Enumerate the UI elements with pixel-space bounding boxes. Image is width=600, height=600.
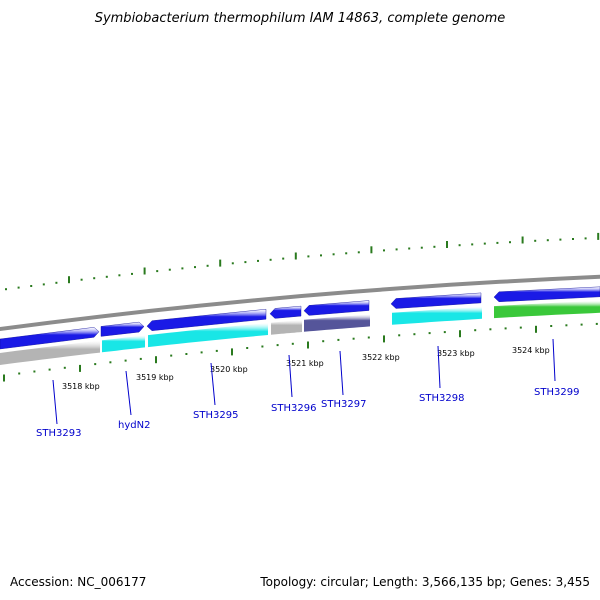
kbp-scale-label: 3523 kbp [437,349,475,358]
gene-label-hydn2[interactable]: hydN2 [118,420,150,431]
forward-gene-track [0,286,600,350]
gene-leader-line [552,338,556,382]
gene-leader-line [288,354,293,398]
forward-gene-arrow-2 [100,321,145,337]
kbp-scale-label: 3522 kbp [362,353,400,362]
reverse-gene-green-7 [494,300,600,319]
gene-labels: STH3293 hydN2 STH3295 STH3296 STH3297 STH3298… [36,338,579,439]
gene-leader-line [437,345,441,389]
kbp-scale-label: 3519 kbp [136,373,174,382]
reverse-gene-cyan-2 [102,335,145,353]
reverse-gene-purple-5 [304,314,370,332]
reverse-gene-cyan-3 [148,323,268,348]
kbp-scale-label: 3520 kbp [210,365,248,374]
gene-leader-line [52,379,58,425]
gene-label-sth3296[interactable]: STH3296 [271,403,316,414]
forward-gene-arrow-1 [0,327,100,350]
outer-tick-track [5,232,600,291]
inner-tick-track [3,322,598,382]
gene-leader-line [125,370,132,416]
forward-gene-arrow-5 [303,300,370,316]
genome-backbone-line [0,274,600,331]
genome-backbone [0,274,600,331]
forward-gene-arrow-7 [493,286,600,303]
accession-label: Accession: NC_006177 [10,575,146,589]
gene-label-sth3297[interactable]: STH3297 [321,399,366,410]
reverse-gene-track [0,300,600,365]
gene-leader-line [339,350,344,396]
genome-info-label: Topology: circular; Length: 3,566,135 bp… [259,575,590,589]
gene-label-sth3299[interactable]: STH3299 [534,387,579,398]
gene-label-sth3295[interactable]: STH3295 [193,410,238,421]
kbp-scale-label: 3524 kbp [512,346,550,355]
gene-label-sth3298[interactable]: STH3298 [419,393,464,404]
kbp-scale-labels: 3518 kbp 3519 kbp 3520 kbp 3521 kbp 3522 kbp… [62,346,550,391]
forward-gene-arrow-3 [146,308,267,331]
gene-label-sth3293[interactable]: STH3293 [36,428,81,439]
reverse-gene-gray-1 [0,340,100,365]
reverse-gene-gray-4 [271,320,302,335]
kbp-scale-label: 3518 kbp [62,382,100,391]
reverse-gene-cyan-6 [392,306,482,325]
gene-leader-line [210,362,216,406]
forward-gene-arrow-4 [269,305,302,319]
kbp-scale-label: 3521 kbp [286,359,324,368]
forward-gene-arrow-6 [390,292,482,309]
map-title: Symbiobacterium thermophilum IAM 14863, … [95,11,506,26]
